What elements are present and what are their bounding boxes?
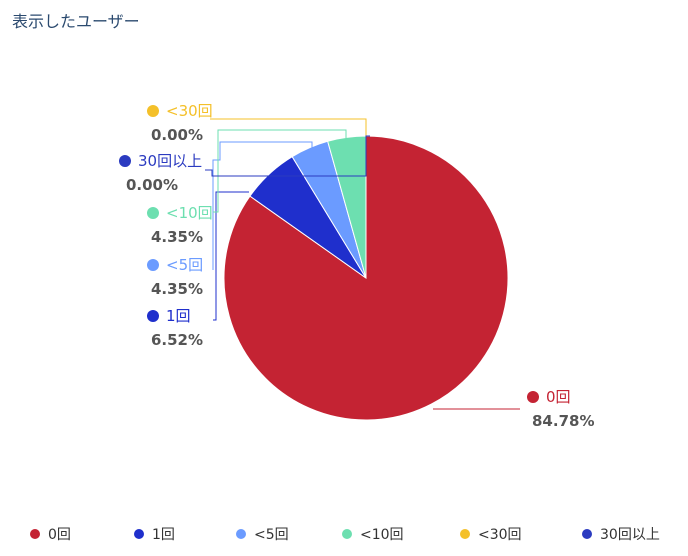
slice-label-name-2: <5回 <box>166 256 203 274</box>
leader-line-2 <box>212 141 313 270</box>
legend: 0回 1回 <5回 <10回 <30回 30回以上 <box>30 524 680 548</box>
leader-line-1 <box>213 191 249 321</box>
legend-swatch-2 <box>236 529 246 539</box>
pie-chart: 0回 84.78% 1回 6.52% <5回 4.35% <10回 4.35% <30回 0.00… <box>119 102 594 430</box>
legend-swatch-0 <box>30 529 40 539</box>
legend-item-2[interactable]: <5回 <box>236 524 289 544</box>
slice-label-value-0: 84.78% <box>532 412 594 430</box>
leader-line-3 <box>213 129 347 213</box>
legend-item-4[interactable]: <30回 <box>460 524 522 544</box>
legend-swatch-5 <box>582 529 592 539</box>
legend-swatch-4 <box>460 529 470 539</box>
pie-slice-0[interactable] <box>223 135 509 421</box>
leader-line-5 <box>205 135 370 177</box>
label-dot-0 <box>527 391 539 403</box>
legend-label-2: <5回 <box>254 527 289 543</box>
slice-label-name-0: 0回 <box>546 388 571 406</box>
leader-lines <box>205 118 520 410</box>
slice-label-name-4: <30回 <box>166 102 213 120</box>
slice-label-name-3: <10回 <box>166 204 213 222</box>
label-dot-5 <box>119 155 131 167</box>
legend-label-3: <10回 <box>360 527 404 543</box>
slice-label-name-1: 1回 <box>166 307 191 325</box>
legend-swatch-3 <box>342 529 352 539</box>
label-dot-4 <box>147 105 159 117</box>
legend-item-5[interactable]: 30回以上 <box>582 524 660 544</box>
legend-item-1[interactable]: 1回 <box>134 524 175 544</box>
leader-line-4 <box>210 118 367 136</box>
legend-item-3[interactable]: <10回 <box>342 524 404 544</box>
legend-label-5: 30回以上 <box>600 527 660 543</box>
legend-label-4: <30回 <box>478 527 522 543</box>
legend-label-0: 0回 <box>48 527 71 543</box>
slice-label-value-5: 0.00% <box>126 176 178 194</box>
legend-item-0[interactable]: 0回 <box>30 524 71 544</box>
slice-labels: 0回 84.78% 1回 6.52% <5回 4.35% <10回 4.35% <30回 0.00… <box>119 102 594 430</box>
pie-slices <box>223 135 509 421</box>
slice-label-value-1: 6.52% <box>151 331 203 349</box>
chart-title: 表示したユーザー <box>12 12 140 31</box>
slice-label-name-5: 30回以上 <box>138 152 202 170</box>
legend-swatch-1 <box>134 529 144 539</box>
slice-label-value-4: 0.00% <box>151 126 203 144</box>
label-dot-1 <box>147 310 159 322</box>
legend-label-1: 1回 <box>152 527 175 543</box>
slice-label-value-2: 4.35% <box>151 280 203 298</box>
slice-label-value-3: 4.35% <box>151 228 203 246</box>
label-dot-3 <box>147 207 159 219</box>
label-dot-2 <box>147 259 159 271</box>
